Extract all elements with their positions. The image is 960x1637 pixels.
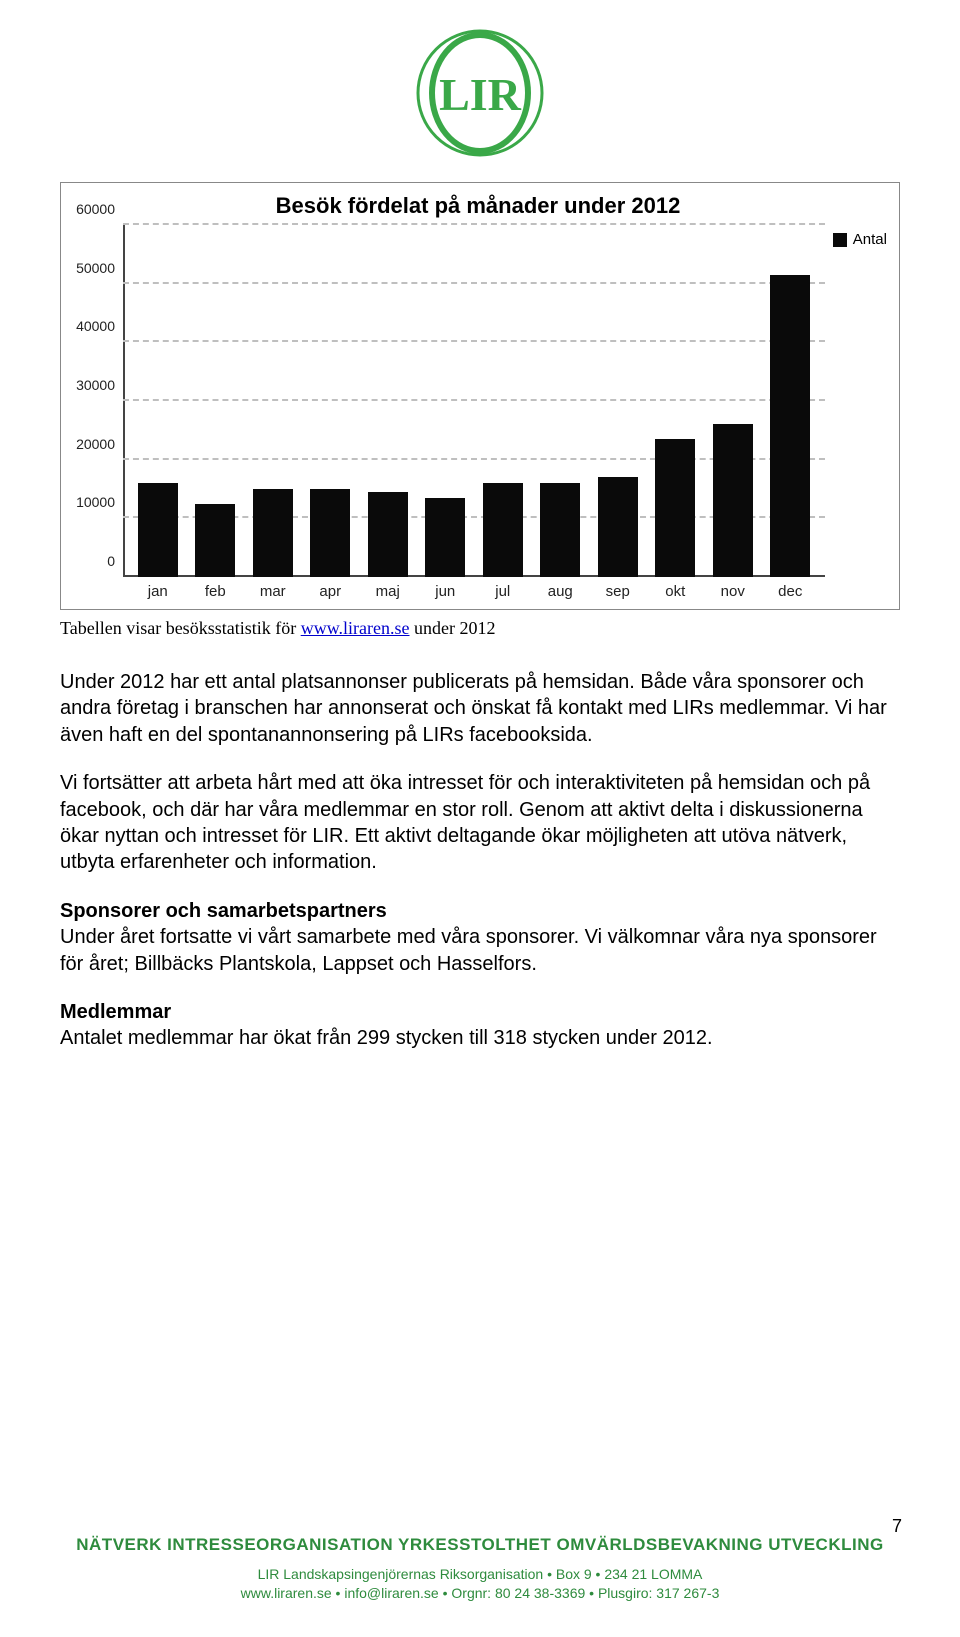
x-tick-label: aug bbox=[532, 579, 590, 605]
caption-prefix: Tabellen visar besöksstatistik för bbox=[60, 618, 301, 638]
bar-slot bbox=[417, 225, 475, 577]
bar bbox=[195, 504, 235, 577]
x-tick-label: maj bbox=[359, 579, 417, 605]
y-tick-label: 10000 bbox=[65, 494, 115, 510]
bar bbox=[310, 489, 350, 577]
legend-label: Antal bbox=[853, 231, 887, 248]
chart-caption: Tabellen visar besöksstatistik för www.l… bbox=[60, 618, 900, 639]
y-tick-label: 20000 bbox=[65, 436, 115, 452]
logo-container: LIR bbox=[0, 0, 960, 158]
bars-container bbox=[123, 225, 825, 577]
bar bbox=[770, 275, 810, 577]
page-number: 7 bbox=[892, 1516, 902, 1537]
bar-slot bbox=[762, 225, 820, 577]
footer-tagline: NÄTVERK INTRESSEORGANISATION YRKESSTOLTH… bbox=[0, 1535, 960, 1555]
paragraph-2: Vi fortsätter att arbeta hårt med att ök… bbox=[60, 770, 900, 876]
x-tick-label: sep bbox=[589, 579, 647, 605]
x-labels: janfebmaraprmajjunjulaugsepoktnovdec bbox=[123, 579, 825, 605]
caption-link[interactable]: www.liraren.se bbox=[301, 618, 410, 638]
bar-slot bbox=[532, 225, 590, 577]
section-members: Medlemmar Antalet medlemmar har ökat frå… bbox=[60, 999, 900, 1052]
bar bbox=[540, 483, 580, 577]
bar-slot bbox=[302, 225, 360, 577]
caption-suffix: under 2012 bbox=[410, 618, 496, 638]
heading-members: Medlemmar bbox=[60, 1001, 171, 1023]
bar bbox=[655, 439, 695, 577]
paragraph-3: Under året fortsatte vi vårt samarbete m… bbox=[60, 926, 877, 974]
visits-chart: Besök fördelat på månader under 2012 Ant… bbox=[60, 182, 900, 610]
x-tick-label: jun bbox=[417, 579, 475, 605]
bar bbox=[713, 424, 753, 577]
chart-legend: Antal bbox=[833, 231, 887, 248]
page-footer: NÄTVERK INTRESSEORGANISATION YRKESSTOLTH… bbox=[0, 1535, 960, 1603]
x-tick-label: feb bbox=[187, 579, 245, 605]
legend-swatch bbox=[833, 233, 847, 247]
bar-slot bbox=[359, 225, 417, 577]
x-tick-label: dec bbox=[762, 579, 820, 605]
chart-plot-area: Antal 0100002000030000400005000060000 ja… bbox=[123, 225, 825, 605]
bar bbox=[598, 477, 638, 577]
x-tick-label: nov bbox=[704, 579, 762, 605]
section-sponsors: Sponsorer och samarbetspartners Under år… bbox=[60, 898, 900, 977]
bar bbox=[425, 498, 465, 577]
x-tick-label: okt bbox=[647, 579, 705, 605]
footer-line1: LIR Landskapsingenjörernas Riksorganisat… bbox=[0, 1565, 960, 1584]
x-tick-label: apr bbox=[302, 579, 360, 605]
x-tick-label: mar bbox=[244, 579, 302, 605]
x-tick-label: jan bbox=[129, 579, 187, 605]
body-text: Under 2012 har ett antal platsannonser p… bbox=[60, 669, 900, 1052]
y-tick-label: 60000 bbox=[65, 201, 115, 217]
y-tick-label: 50000 bbox=[65, 260, 115, 276]
heading-sponsors: Sponsorer och samarbetspartners bbox=[60, 900, 387, 922]
footer-line2: www.liraren.se • info@liraren.se • Orgnr… bbox=[0, 1584, 960, 1603]
bar bbox=[483, 483, 523, 577]
bar bbox=[253, 489, 293, 577]
bar-slot bbox=[129, 225, 187, 577]
paragraph-1: Under 2012 har ett antal platsannonser p… bbox=[60, 669, 900, 748]
bar-slot bbox=[704, 225, 762, 577]
bar-slot bbox=[474, 225, 532, 577]
chart-title: Besök fördelat på månader under 2012 bbox=[65, 193, 891, 219]
y-tick-label: 30000 bbox=[65, 377, 115, 393]
svg-text:LIR: LIR bbox=[439, 69, 522, 120]
y-tick-label: 40000 bbox=[65, 318, 115, 334]
bar-slot bbox=[589, 225, 647, 577]
bar-slot bbox=[187, 225, 245, 577]
y-tick-label: 0 bbox=[65, 553, 115, 569]
bar bbox=[138, 483, 178, 577]
paragraph-4: Antalet medlemmar har ökat från 299 styc… bbox=[60, 1027, 713, 1049]
x-tick-label: jul bbox=[474, 579, 532, 605]
bar bbox=[368, 492, 408, 577]
bar-slot bbox=[244, 225, 302, 577]
bar-slot bbox=[647, 225, 705, 577]
lir-logo: LIR bbox=[415, 28, 545, 158]
